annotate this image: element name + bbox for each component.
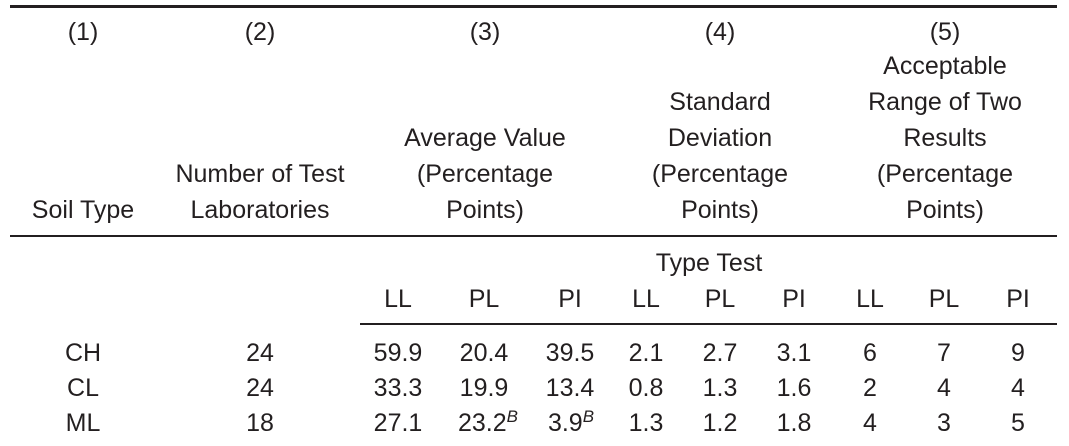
row-ch-range-pi: 9 (1011, 339, 1025, 367)
subheader-std-pi: PI (782, 285, 806, 313)
header-range-line: Points) (906, 196, 984, 224)
header-average-line: Average Value (404, 124, 566, 152)
top-rule (10, 5, 1057, 8)
header-standard-deviation: Standard Deviation (Percentage Points) (610, 84, 830, 228)
header-range-line: Results (903, 124, 987, 152)
footnote-mark: B (582, 407, 595, 426)
header-std-line: Points) (681, 196, 759, 224)
row-cl-std-ll: 0.8 (628, 374, 664, 402)
row-cl-avg-pi: 13.4 (545, 374, 595, 402)
row-ml-std-pl: 1.2 (702, 409, 738, 437)
subheader-std-ll: LL (632, 285, 660, 313)
row-cl-avg-pl: 19.9 (459, 374, 509, 402)
row-cl-labs: 24 (246, 374, 274, 402)
subheader-avg-pi: PI (558, 285, 582, 313)
header-average-value: Average Value (Percentage Points) (375, 120, 595, 228)
type-test-rule (360, 323, 1057, 325)
row-ch-std-pi: 3.1 (776, 339, 812, 367)
row-ch-avg-pi: 39.5 (545, 339, 595, 367)
header-acceptable-range: Acceptable Range of Two Results (Percent… (835, 48, 1055, 228)
col-number-2: (2) (244, 18, 276, 46)
row-ml-std-ll: 1.3 (628, 409, 664, 437)
header-num-labs-line: Number of Test (175, 160, 345, 188)
row-cl-range-ll: 2 (863, 374, 877, 402)
row-ml-labs: 18 (246, 409, 274, 437)
row-cl-std-pi: 1.6 (776, 374, 812, 402)
subheader-avg-ll: LL (384, 285, 412, 313)
row-ml-std-pi: 1.8 (776, 409, 812, 437)
row-ml-avg-ll: 27.1 (373, 409, 423, 437)
row-ch-avg-ll: 59.9 (373, 339, 423, 367)
row-ml-range-pi: 5 (1011, 409, 1025, 437)
row-ch-std-ll: 2.1 (628, 339, 664, 367)
row-ch-range-ll: 6 (863, 339, 877, 367)
col-number-5: (5) (929, 18, 961, 46)
header-range-line: Acceptable (883, 52, 1007, 80)
header-soil-type: Soil Type (31, 196, 135, 224)
row-ch-std-pl: 2.7 (702, 339, 738, 367)
col-number-3: (3) (469, 18, 501, 46)
header-std-line: Standard (669, 88, 771, 116)
header-num-labs: Number of Test Laboratories (150, 156, 370, 228)
header-range-line: (Percentage (876, 160, 1014, 188)
row-ch-soil: CH (64, 339, 102, 367)
subheader-range-pl: PL (928, 285, 960, 313)
row-ml-range-pl: 3 (937, 409, 951, 437)
header-std-line: Deviation (667, 124, 773, 152)
row-ml-soil: ML (65, 409, 101, 437)
subheader-std-pl: PL (704, 285, 736, 313)
header-bottom-rule (10, 235, 1057, 237)
row-ml-avg-pl: 23.2 (457, 409, 507, 437)
header-num-labs-line: Laboratories (190, 196, 330, 224)
row-ch-range-pl: 7 (937, 339, 951, 367)
row-cl-avg-ll: 33.3 (373, 374, 423, 402)
subheader-avg-pl: PL (468, 285, 500, 313)
col-number-4: (4) (704, 18, 736, 46)
type-test-label: Type Test (655, 249, 763, 277)
row-cl-range-pi: 4 (1011, 374, 1025, 402)
header-average-line: Points) (446, 196, 524, 224)
row-cl-soil: CL (67, 374, 99, 402)
row-cl-std-pl: 1.3 (702, 374, 738, 402)
row-ml-avg-pi-cell: 3.9B (548, 405, 594, 441)
header-std-line: (Percentage (651, 160, 789, 188)
row-ch-avg-pl: 20.4 (459, 339, 509, 367)
row-cl-range-pl: 4 (937, 374, 951, 402)
col-number-1: (1) (67, 18, 99, 46)
header-average-line: (Percentage (416, 160, 554, 188)
row-ml-range-ll: 4 (863, 409, 877, 437)
header-range-line: Range of Two (868, 88, 1022, 116)
footnote-mark: B (506, 407, 519, 426)
subheader-range-pi: PI (1006, 285, 1030, 313)
row-ml-avg-pi: 3.9 (547, 409, 583, 437)
subheader-range-ll: LL (856, 285, 884, 313)
row-ml-avg-pl-cell: 23.2B (458, 405, 518, 441)
row-ch-labs: 24 (246, 339, 274, 367)
